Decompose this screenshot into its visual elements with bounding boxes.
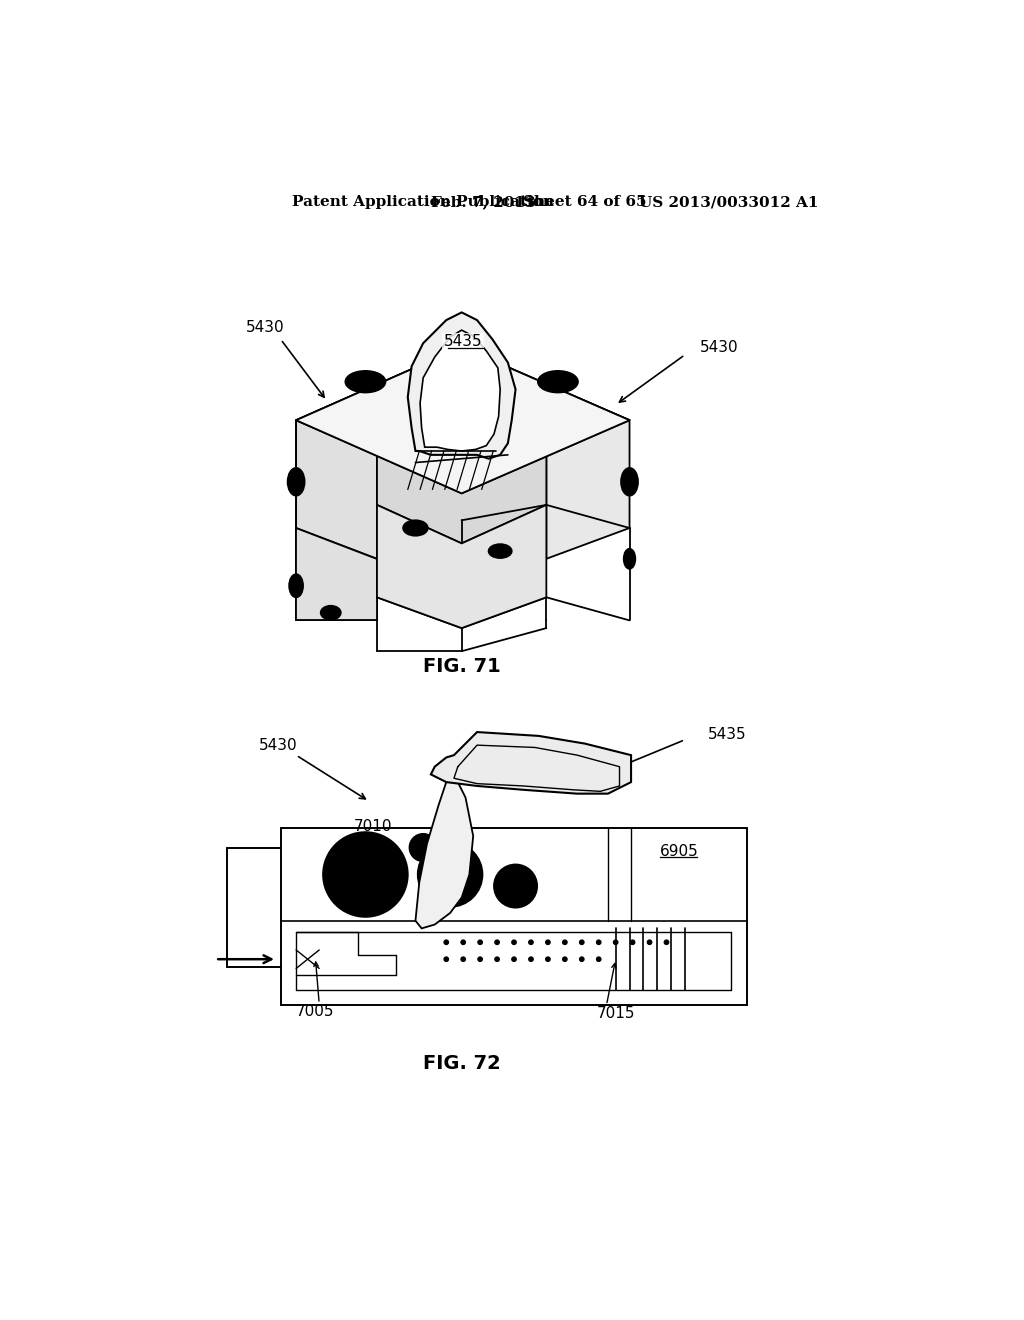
Circle shape (512, 940, 516, 945)
Ellipse shape (624, 549, 635, 569)
Circle shape (494, 865, 538, 908)
Circle shape (665, 940, 669, 945)
Circle shape (478, 940, 482, 945)
Circle shape (528, 957, 534, 961)
Ellipse shape (403, 520, 428, 536)
Circle shape (613, 940, 617, 945)
Circle shape (461, 957, 466, 961)
Text: 5430: 5430 (246, 321, 285, 335)
Circle shape (478, 957, 482, 961)
Circle shape (546, 957, 550, 961)
Text: 7005: 7005 (296, 1005, 335, 1019)
Polygon shape (547, 420, 630, 558)
Text: 7010: 7010 (354, 820, 392, 834)
Text: Patent Application Publication: Patent Application Publication (292, 195, 554, 210)
Text: FIG. 72: FIG. 72 (423, 1053, 501, 1073)
Circle shape (546, 940, 550, 945)
Circle shape (596, 957, 601, 961)
Circle shape (528, 940, 534, 945)
Polygon shape (377, 455, 547, 544)
Ellipse shape (321, 606, 341, 619)
Circle shape (444, 957, 449, 961)
Text: 6905: 6905 (660, 843, 699, 859)
Circle shape (323, 832, 408, 917)
Text: FIG. 71: FIG. 71 (423, 657, 501, 676)
Circle shape (418, 842, 482, 907)
Circle shape (631, 940, 635, 945)
Circle shape (647, 940, 652, 945)
Text: 5435: 5435 (443, 334, 482, 350)
Ellipse shape (288, 469, 304, 496)
Polygon shape (416, 771, 473, 928)
Circle shape (512, 957, 516, 961)
Text: 7015: 7015 (596, 1006, 635, 1020)
Ellipse shape (538, 371, 578, 392)
Circle shape (596, 940, 601, 945)
Circle shape (562, 940, 567, 945)
Polygon shape (431, 733, 631, 793)
Polygon shape (408, 313, 515, 459)
Polygon shape (296, 420, 377, 558)
Text: Sheet 64 of 65: Sheet 64 of 65 (523, 195, 647, 210)
Circle shape (562, 957, 567, 961)
Circle shape (410, 834, 437, 862)
Ellipse shape (621, 469, 638, 496)
Ellipse shape (345, 371, 385, 392)
Polygon shape (296, 528, 377, 620)
Text: Feb. 7, 2013: Feb. 7, 2013 (431, 195, 536, 210)
Polygon shape (296, 347, 630, 494)
Circle shape (495, 957, 500, 961)
Ellipse shape (289, 574, 303, 597)
Polygon shape (420, 330, 500, 451)
Ellipse shape (488, 544, 512, 558)
Circle shape (444, 940, 449, 945)
Circle shape (461, 940, 466, 945)
Circle shape (580, 940, 584, 945)
Text: 5430: 5430 (700, 339, 739, 355)
Text: 5435: 5435 (708, 727, 746, 742)
Circle shape (580, 957, 584, 961)
Polygon shape (296, 347, 630, 494)
Text: US 2013/0033012 A1: US 2013/0033012 A1 (639, 195, 818, 210)
Text: 5430: 5430 (259, 738, 298, 752)
Polygon shape (377, 506, 547, 628)
Circle shape (495, 940, 500, 945)
